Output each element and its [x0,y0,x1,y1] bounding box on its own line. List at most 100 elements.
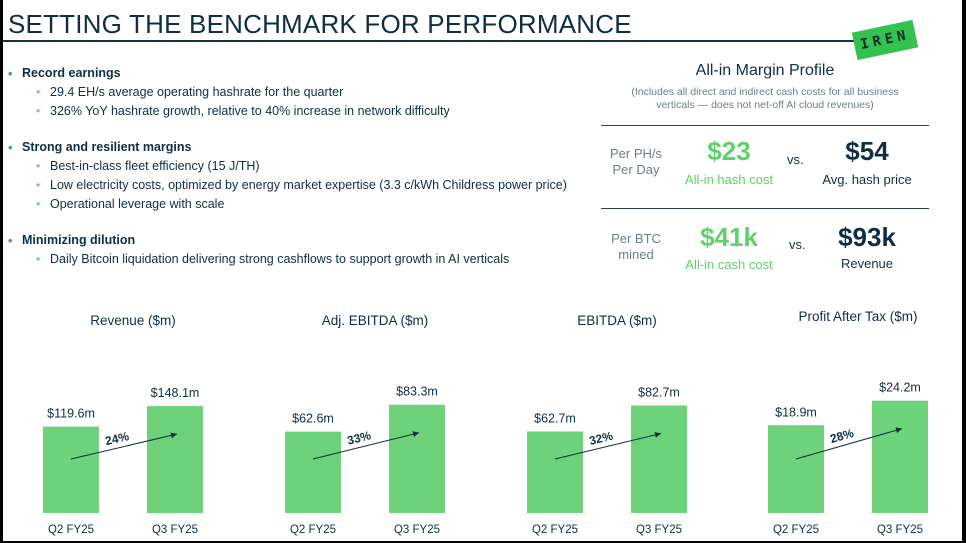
bar [389,404,445,513]
bullet-item: • Operational leverage with scale [8,194,598,213]
row-label-line: Per BTC [611,231,661,246]
category-label: Q2 FY25 [532,524,578,536]
bullet-item-text: Operational leverage with scale [50,196,225,211]
bullet-heading: • Strong and resilient margins [8,138,598,156]
row-label-line: Per Day [612,162,660,177]
bullet-heading-text: Record earnings [22,66,121,80]
slide: SETTING THE BENCHMARK FOR PERFORMANCE IR… [3,0,962,541]
bullet-dot-icon: • [36,196,41,211]
chart-title: Revenue ($m) [90,313,176,328]
bar-value-label: $119.6m [47,407,95,421]
category-label: Q3 FY25 [152,524,198,536]
hash-price-label: Avg. hash price [822,172,912,187]
growth-arrow [70,432,178,460]
title-divider [3,40,857,42]
chart-revenue: Revenue ($m) $119.6m Q2 FY25 $148.1m Q3 FY2… [23,305,243,541]
margin-profile-panel: All-in Margin Profile (Includes all dire… [601,62,929,272]
bullet-dot-icon: • [8,232,13,248]
bullet-item: • 326% YoY hashrate growth, relative to 4… [8,101,598,120]
hash-cost-label: All-in hash cost [684,172,774,187]
bullet-item: • Low electricity costs, optimized by ene… [8,175,598,194]
chart-svg: $62.7m Q2 FY25 $82.7m Q3 FY25 32% [527,385,687,536]
bar-value-label: $82.7m [638,385,680,399]
bullet-dot-icon: • [36,158,41,173]
bar-value-label: $62.7m [534,411,576,425]
bar-value-label: $62.6m [292,412,334,426]
subtitle-line: verticals — does not net-off AI cloud re… [656,99,874,111]
cash-cost-label: All-in cash cost [685,257,773,272]
hash-cost-value: $23 [707,136,751,166]
growth-label: 24% [104,429,131,448]
bar [43,426,99,513]
btc-revenue-label: Revenue [840,256,894,271]
bar [527,431,583,513]
hash-price-value: $54 [845,136,889,166]
margin-profile-title: All-in Margin Profile [695,62,835,79]
bullet-dot-icon: • [36,251,41,266]
category-label: Q3 FY25 [394,524,440,536]
category-label: Q2 FY25 [773,524,819,536]
chart-adj-ebitda: Adj. EBITDA ($m) $62.6m Q2 FY25 $83.3m Q3 F… [265,305,485,541]
bullet-item: • Best-in-class fleet efficiency (15 J/TH… [8,156,598,175]
row-label: Per PH/s Per Day [601,146,671,178]
bullet-dot-icon: • [36,177,41,192]
category-label: Q2 FY25 [48,524,94,536]
btc-revenue-value: $93k [838,222,896,252]
bullet-item: • Daily Bitcoin liquidation delivering st… [8,249,598,268]
bullet-heading-text: Strong and resilient margins [22,140,192,154]
growth-label: 33% [346,428,373,447]
chart-ebitda: EBITDA ($m) $62.7m Q2 FY25 $82.7m Q3 FY25 32… [507,305,727,541]
bar [147,406,203,513]
row-label-line: Per PH/s [609,146,662,161]
bar-value-label: $83.3m [396,385,438,399]
bullet-item-text: Best-in-class fleet efficiency (15 J/TH) [50,158,260,173]
vs-label: vs. [789,237,806,252]
iren-logo: IREN [851,19,919,61]
cash-cost-value: $41k [700,222,758,252]
bullet-dot-icon: • [36,84,41,99]
chart-svg: $119.6m Q2 FY25 $148.1m Q3 FY25 24% [43,386,203,536]
subtitle-line: (Includes all direct and indirect cash c… [631,86,899,98]
bar [872,400,928,513]
bullet-heading-text: Minimizing dilution [22,233,136,247]
row-label: Per BTC mined [601,231,671,263]
chart-title: Profit After Tax ($m) [798,309,918,324]
bullet-item-text: Daily Bitcoin liquidation delivering str… [50,251,510,266]
bar [285,431,341,513]
bar-value-label: $18.9m [775,405,817,419]
bullet-dot-icon: • [8,139,13,155]
chart-title: Adj. EBITDA ($m) [321,313,429,328]
page-title: SETTING THE BENCHMARK FOR PERFORMANCE [8,9,632,39]
profile-divider [601,208,929,209]
growth-arrow [795,427,903,460]
bullet-item: • 29.4 EH/s average operating hashrate fo… [8,82,598,101]
bar-value-label: $148.1m [151,386,200,400]
growth-label: 28% [828,426,855,446]
bullet-group-dilution: • Minimizing dilution • Daily Bitcoin liqu… [8,231,598,268]
chart-title: EBITDA ($m) [577,313,657,328]
bullet-item-text: 29.4 EH/s average operating hashrate for… [50,84,344,99]
row-label-line: mined [618,247,654,262]
bar [631,405,687,513]
bullet-group-earnings: • Record earnings • 29.4 EH/s average oper… [8,64,598,120]
chart-profit-after-tax: Profit After Tax ($m) $18.9m Q2 FY25 $24.2… [748,305,962,541]
category-label: Q2 FY25 [290,524,336,536]
chart-svg: $62.6m Q2 FY25 $83.3m Q3 FY25 33% [285,385,445,536]
bullet-dot-icon: • [8,65,13,81]
bullet-heading: • Minimizing dilution [8,231,598,249]
growth-arrow [312,431,420,460]
bullet-item-text: 326% YoY hashrate growth, relative to 40… [50,103,450,118]
growth-arrow [554,431,662,460]
chart-svg: $18.9m Q2 FY25 $24.2m Q3 FY25 28% [768,381,928,536]
profile-divider [601,125,929,126]
bullet-item-text: Low electricity costs, optimized by ener… [50,177,567,192]
key-points: • Record earnings • 29.4 EH/s average oper… [8,64,598,286]
category-label: Q3 FY25 [877,524,923,536]
bar-value-label: $24.2m [879,381,921,395]
vs-label: vs. [787,152,804,167]
bar [768,425,824,513]
category-label: Q3 FY25 [636,524,682,536]
bullet-dot-icon: • [36,103,41,118]
bullet-heading: • Record earnings [8,64,598,82]
margin-profile-subtitle: (Includes all direct and indirect cash c… [601,86,929,112]
